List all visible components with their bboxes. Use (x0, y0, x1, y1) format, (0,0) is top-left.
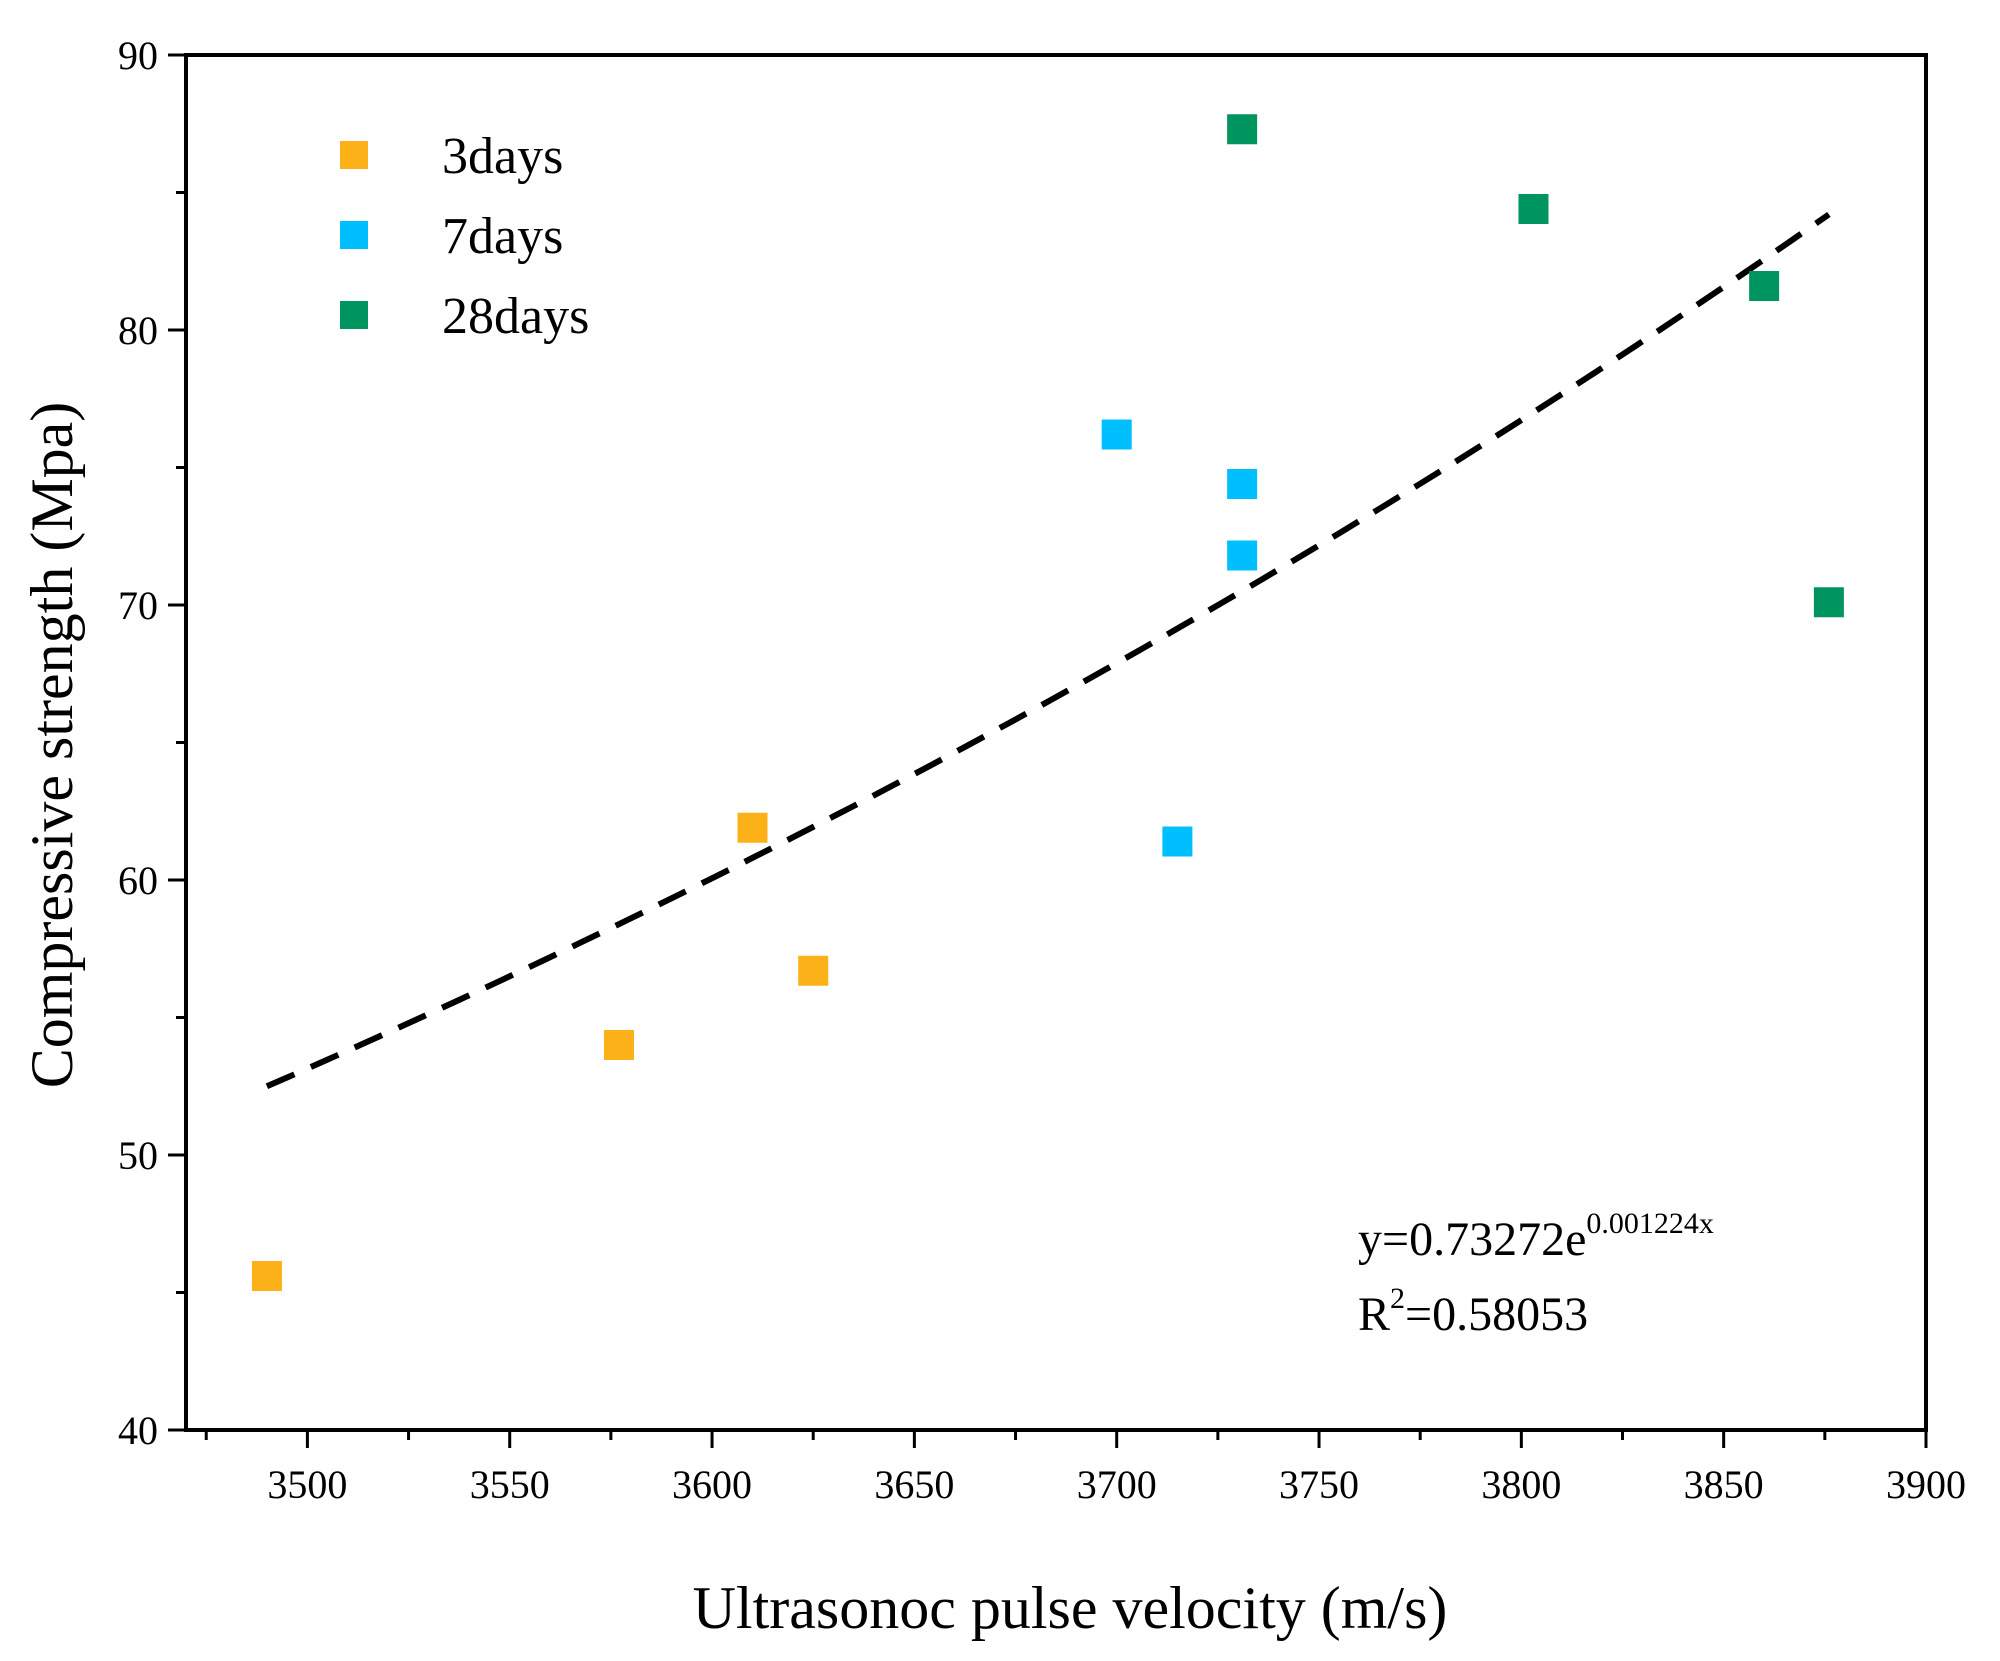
x-tick-label: 3850 (1684, 1462, 1764, 1507)
x-tick-label: 3900 (1886, 1462, 1966, 1507)
data-point-7days (1227, 469, 1258, 499)
legend: 3days 7days 28days (340, 128, 589, 345)
fit-equation-main: y=0.73272e0.001224x (1358, 1207, 1714, 1266)
x-axis-title: Ultrasonoc pulse velocity (m/s) (693, 1575, 1448, 1641)
series-3days (251, 812, 829, 1291)
y-tick-label: 40 (118, 1408, 158, 1453)
r-squared-label: R2=0.58053 (1358, 1282, 1588, 1341)
data-point-28days (1749, 271, 1780, 301)
data-point-28days (1227, 114, 1258, 145)
x-tick-label: 3600 (672, 1462, 752, 1507)
trend-line (265, 211, 1831, 1090)
data-point-3days (798, 955, 829, 986)
legend-marker-3days (340, 141, 368, 169)
y-tick-label: 60 (118, 858, 158, 903)
y-axis-title: Compressive strength (Mpa) (19, 402, 85, 1089)
legend-label-7days: 7days (442, 208, 563, 265)
data-point-7days (1101, 419, 1132, 450)
legend-marker-7days (340, 221, 368, 249)
legend-label-28days: 28days (442, 288, 589, 345)
y-tick-label: 50 (118, 1133, 158, 1178)
y-tick-label: 80 (118, 308, 158, 353)
x-tick-label: 3700 (1077, 1462, 1157, 1507)
legend-marker-28days (340, 301, 368, 329)
data-point-3days (603, 1030, 634, 1060)
data-point-7days (1162, 826, 1193, 857)
x-tick-label: 3750 (1279, 1462, 1359, 1507)
x-tick-label: 3650 (874, 1462, 954, 1507)
x-tick-label: 3800 (1481, 1462, 1561, 1507)
y-tick-label: 90 (118, 33, 158, 78)
x-tick-label: 3500 (267, 1462, 347, 1507)
fit-equation: y=0.73272e0.001224x R2=0.58053 (1358, 1207, 1714, 1341)
x-tick-label: 3550 (470, 1462, 550, 1507)
data-point-28days (1813, 587, 1844, 618)
fit-equation-exponent: 0.001224x (1586, 1207, 1714, 1240)
data-point-3days (737, 812, 768, 843)
data-point-28days (1518, 194, 1549, 224)
data-point-3days (251, 1261, 282, 1291)
series-28days (1227, 114, 1844, 618)
y-tick-label: 70 (118, 583, 158, 628)
series-7days (1101, 419, 1258, 857)
legend-label-3days: 3days (442, 128, 563, 185)
data-point-7days (1227, 540, 1258, 571)
